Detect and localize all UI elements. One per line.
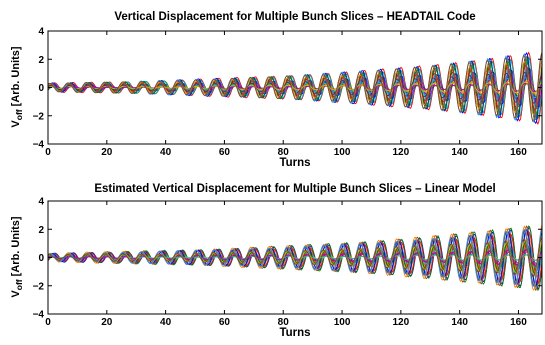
bottom-y-label-rest: [Arb. Units] (10, 216, 22, 279)
bottom-y-axis-label: Voff [Arb. Units] (10, 216, 24, 297)
x-tick-label: 100 (334, 147, 351, 158)
y-tick-label: 0 (38, 83, 44, 94)
x-tick-label: 40 (160, 317, 172, 328)
x-tick-label: 160 (510, 317, 527, 328)
x-tick-label: 0 (45, 317, 51, 328)
top-y-label-rest: [Arb. Units] (10, 46, 22, 109)
bottom-series-line-14 (48, 254, 542, 261)
top-chart-title: Vertical Displacement for Multiple Bunch… (114, 11, 475, 23)
bottom-series-line-2 (48, 225, 542, 292)
top-series-line-16 (48, 81, 542, 94)
bottom-x-axis-label: Turns (279, 327, 310, 339)
top-y-axis-label: Voff [Arb. Units] (10, 46, 24, 127)
top-series-line-18 (48, 59, 542, 116)
bottom-chart-title: Estimated Vertical Displacement for Mult… (94, 183, 495, 195)
x-tick-label: 80 (278, 147, 290, 158)
x-tick-label: 100 (334, 317, 351, 328)
bottom-series-line-15 (48, 249, 542, 266)
x-tick-label: 140 (451, 317, 468, 328)
bottom-y-ticks: −4 −2 0 2 4 (33, 197, 542, 321)
x-tick-label: 120 (393, 147, 410, 158)
x-tick-label: 120 (393, 317, 410, 328)
y-tick-label: −2 (33, 111, 45, 122)
bottom-y-label-main: V (10, 290, 22, 298)
top-x-axis-label: Turns (279, 157, 310, 169)
top-series-line-4 (48, 56, 542, 120)
top-y-label-sub: off (14, 109, 24, 120)
x-tick-label: 20 (101, 317, 113, 328)
top-y-label-main: V (10, 120, 22, 128)
bottom-series-line-19 (48, 227, 542, 287)
y-tick-label: 0 (38, 253, 44, 264)
x-tick-label: 60 (219, 147, 231, 158)
x-tick-label: 80 (278, 317, 290, 328)
top-series-line-17 (48, 71, 542, 104)
bottom-series-line-16 (48, 240, 542, 276)
bottom-x-ticks: 0 20 40 60 80 100 120 140 160 (45, 201, 527, 328)
y-tick-label: −4 (33, 310, 45, 321)
bottom-y-label-sub: off (14, 279, 24, 290)
bottom-series-line-4 (48, 242, 542, 274)
x-tick-label: 0 (45, 147, 51, 158)
x-tick-label: 160 (510, 147, 527, 158)
top-series-line-20 (48, 52, 542, 122)
y-tick-label: 2 (38, 55, 44, 66)
top-panel: Vertical Displacement for Multiple Bunch… (10, 11, 543, 169)
top-x-ticks: 0 20 40 60 80 100 120 140 160 (45, 31, 527, 158)
x-tick-label: 40 (160, 147, 172, 158)
y-tick-label: 2 (38, 225, 44, 236)
y-tick-label: 4 (38, 197, 44, 208)
x-tick-label: 60 (219, 317, 231, 328)
bottom-panel: Estimated Vertical Displacement for Mult… (10, 183, 543, 339)
bottom-series-line-20 (48, 237, 542, 278)
y-tick-label: 4 (38, 27, 44, 38)
bottom-series-line-3 (48, 230, 542, 286)
y-tick-label: −4 (33, 140, 45, 151)
bottom-plot-area (48, 224, 542, 292)
y-tick-label: −2 (33, 281, 45, 292)
x-tick-label: 140 (451, 147, 468, 158)
top-plot-area (48, 51, 542, 125)
top-y-ticks: −4 −2 0 2 4 (33, 27, 542, 151)
x-tick-label: 20 (101, 147, 113, 158)
